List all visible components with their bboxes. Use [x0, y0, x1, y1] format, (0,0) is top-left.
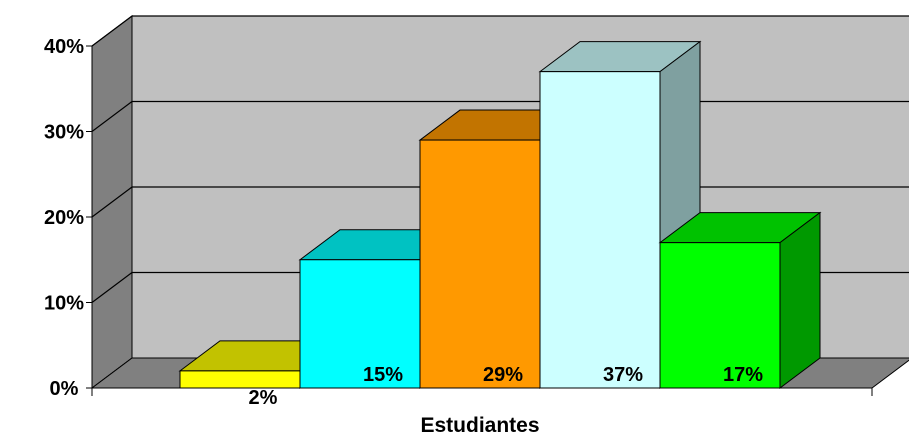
- data-labels: 2% 15% 29% 37% 17%: [249, 364, 764, 409]
- bar-front-face: [659, 242, 781, 389]
- bar-front-face: [299, 259, 421, 389]
- bar-side-face: [779, 211, 821, 389]
- y-tick-label: 0%: [50, 378, 79, 400]
- bar-front-face: [179, 370, 301, 389]
- bar-front-face: [419, 139, 541, 389]
- data-label: 2%: [249, 387, 278, 409]
- data-label: 37%: [603, 364, 643, 386]
- bar-front-face: [539, 71, 661, 389]
- gridline: [91, 15, 909, 47]
- y-tick-label: 10%: [44, 293, 84, 315]
- data-label: 15%: [363, 364, 403, 386]
- y-tick-label: 30%: [44, 122, 84, 144]
- data-label: 17%: [723, 364, 763, 386]
- x-axis-label: Estudiantes: [420, 414, 539, 437]
- y-tick-label: 20%: [44, 207, 84, 229]
- bar: [658, 211, 822, 389]
- y-tick-label: 40%: [44, 36, 84, 58]
- data-label: 29%: [483, 364, 523, 386]
- bars: [178, 40, 822, 389]
